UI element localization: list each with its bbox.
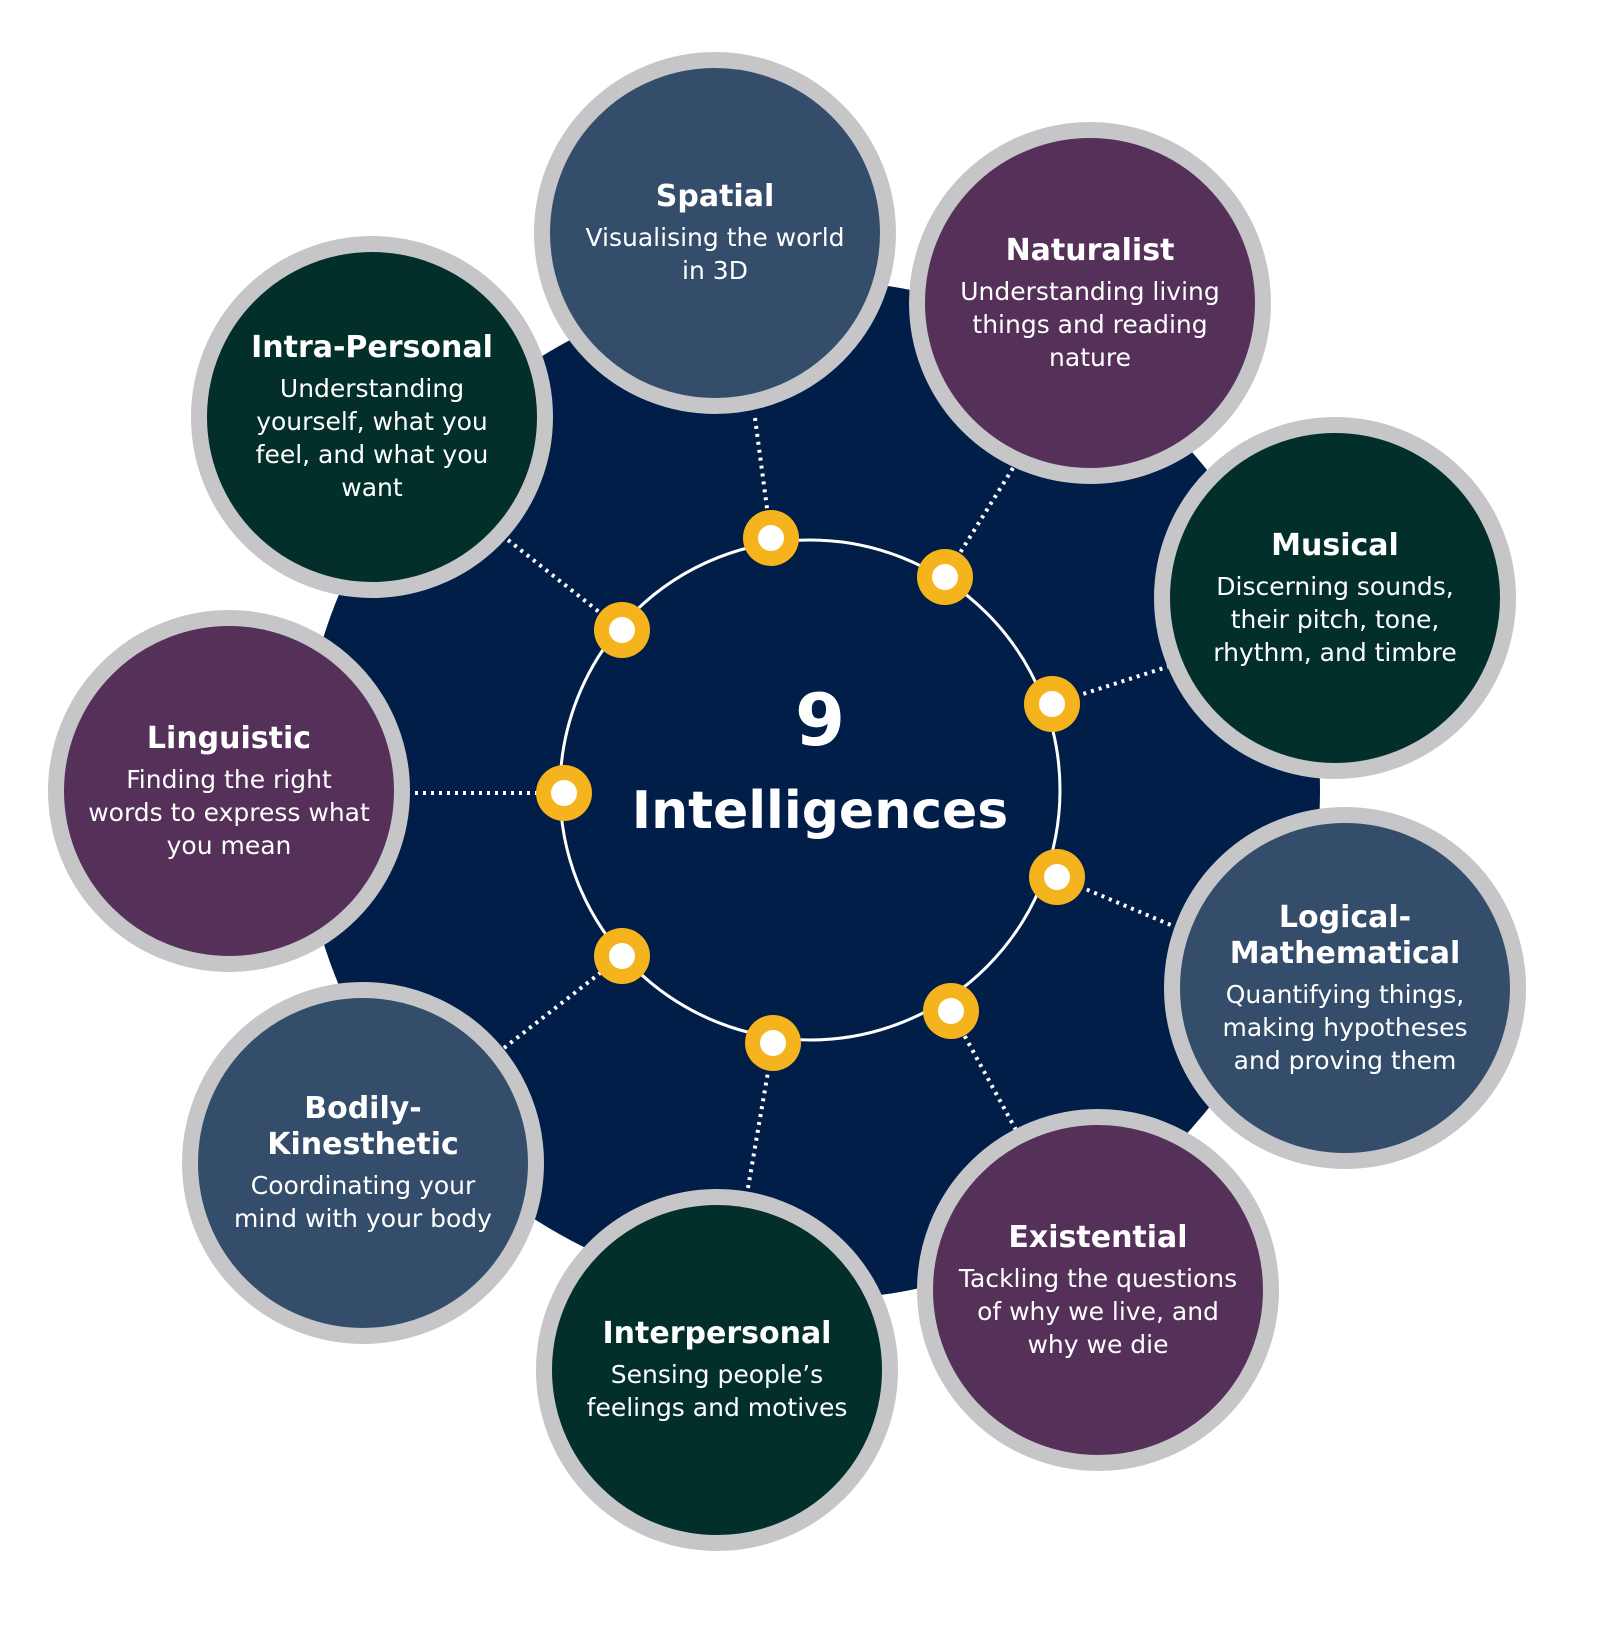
- node-name-intra-personal: Intra-Personal: [251, 330, 493, 365]
- node-description-intra-personal: Understanding yourself, what you feel, a…: [255, 374, 489, 502]
- node-description-interpersonal: Sensing people’s feelings and motives: [586, 1360, 848, 1422]
- node-name-bodily-kinesthetic: Bodily-Kinesthetic: [267, 1091, 459, 1162]
- node-spatial: Spatial Visualising the world in 3D: [534, 52, 896, 414]
- node-interpersonal: Interpersonal Sensing people’s feelings a…: [536, 1189, 898, 1551]
- node-logical-mathematical: Logical-Mathematical Quantifying things, …: [1164, 807, 1526, 1169]
- node-musical: Musical Discerning sounds, their pitch, t…: [1154, 417, 1516, 779]
- node-name-linguistic: Linguistic: [146, 720, 312, 756]
- node-intra-personal: Intra-Personal Understanding yourself, wh…: [191, 236, 553, 598]
- node-name-naturalist: Naturalist: [1005, 232, 1175, 268]
- node-name-spatial: Spatial: [655, 179, 775, 214]
- node-naturalist: Naturalist Understanding living things an…: [909, 122, 1271, 484]
- node-description-linguistic: Finding the right words to express what …: [88, 764, 370, 860]
- center-number: 9: [794, 678, 846, 762]
- marker-bodily-kinesthetic: [594, 928, 650, 984]
- marker-spatial: [743, 510, 799, 566]
- marker-existential: [923, 983, 979, 1039]
- marker-linguistic: [536, 765, 592, 821]
- connector-naturalist: [943, 466, 1015, 579]
- node-description-naturalist: Understanding living things and reading …: [960, 276, 1220, 372]
- connector-bodily-kinesthetic: [502, 954, 624, 1050]
- center-title: Intelligences: [631, 781, 1009, 841]
- node-name-musical: Musical: [1271, 527, 1399, 563]
- node-existential: Existential Tackling the questions of why…: [917, 1109, 1279, 1471]
- node-name-existential: Existential: [1008, 1219, 1188, 1255]
- node-description-musical: Discerning sounds, their pitch, tone, rh…: [1213, 571, 1457, 667]
- node-description-existential: Tackling the questions of why we live, a…: [958, 1263, 1238, 1359]
- node-name-interpersonal: Interpersonal: [602, 1316, 832, 1351]
- node-name-logical-mathematical: Logical-Mathematical: [1229, 899, 1461, 971]
- node-linguistic: Linguistic Finding the right words to exp…: [48, 610, 410, 972]
- marker-logical-mathematical: [1029, 849, 1085, 905]
- node-bodily-kinesthetic: Bodily-Kinesthetic Coordinating your mind…: [182, 982, 544, 1344]
- marker-naturalist: [917, 549, 973, 605]
- node-description-logical-mathematical: Quantifying things, making hypotheses an…: [1222, 979, 1468, 1075]
- marker-interpersonal: [745, 1015, 801, 1071]
- marker-intra-personal: [594, 602, 650, 658]
- connector-logical-mathematical: [1056, 875, 1179, 930]
- node-description-bodily-kinesthetic: Coordinating your mind with your body: [234, 1171, 492, 1233]
- ring-markers: [536, 510, 1085, 1071]
- node-description-spatial: Visualising the world in 3D: [585, 223, 845, 285]
- hub-disc: [300, 280, 1320, 1300]
- marker-musical: [1024, 676, 1080, 732]
